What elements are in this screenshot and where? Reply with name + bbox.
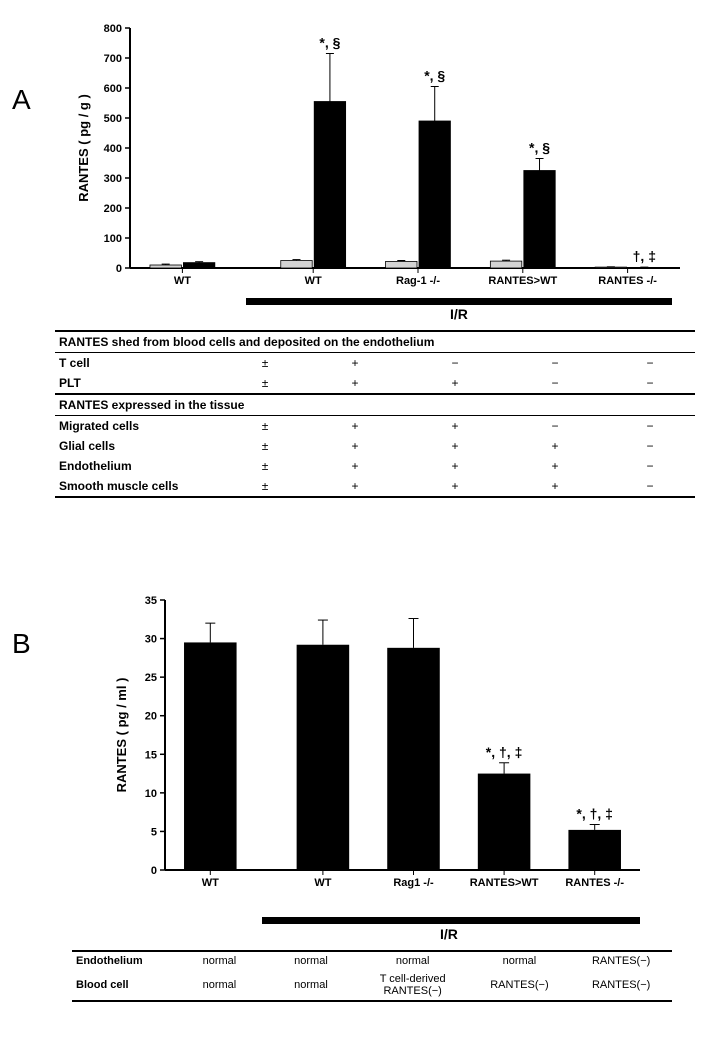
bar [387, 648, 440, 870]
ir-bar-b [262, 917, 640, 924]
bar-right [281, 261, 312, 269]
svg-text:0: 0 [151, 865, 157, 877]
panel-a-label: A [12, 84, 31, 116]
svg-text:0: 0 [116, 263, 122, 275]
svg-text:400: 400 [104, 143, 122, 155]
bar-left [419, 121, 450, 268]
table-a-row-label: Endothelium [55, 456, 225, 476]
chart-b: 0 5 10 15 20 25 30 35 RANTES ( pg / ml ) WT WT Rag1… [110, 580, 650, 910]
ir-bar-a [246, 298, 672, 305]
svg-text:35: 35 [145, 595, 157, 607]
svg-text:800: 800 [104, 23, 122, 35]
svg-text:30: 30 [145, 634, 157, 646]
bar [297, 645, 350, 870]
category-label: WT [305, 275, 322, 287]
sig-annotation: †, ‡ [633, 248, 656, 264]
category-label: Rag-1 -/- [396, 275, 440, 287]
sig-annotation: *, § [319, 35, 340, 51]
ir-label-b: I/R [440, 926, 458, 942]
svg-text:10: 10 [145, 788, 157, 800]
bar-left [183, 263, 214, 268]
table-b-row-label: Endothelium [72, 951, 174, 970]
svg-text:RANTES ( pg / ml ): RANTES ( pg / ml ) [114, 678, 129, 793]
category-label: WT [174, 275, 191, 287]
bar [478, 774, 531, 870]
category-label: RANTES -/- [565, 877, 624, 889]
category-label: RANTES -/- [598, 275, 657, 287]
sig-annotation: *, § [529, 140, 550, 156]
category-label: RANTES>WT [470, 877, 539, 889]
category-label: WT [314, 877, 331, 889]
bar [568, 830, 621, 870]
category-label: WT [202, 877, 219, 889]
category-label: RANTES>WT [488, 275, 557, 287]
bar-left [314, 102, 345, 269]
table-a-row-label: PLT [55, 373, 225, 394]
svg-text:RANTES ( pg / g ): RANTES ( pg / g ) [76, 94, 91, 202]
svg-text:5: 5 [151, 826, 157, 838]
table-a-row-label: Migrated cells [55, 416, 225, 437]
table-b: EndotheliumnormalnormalnormalnormalRANTE… [72, 950, 672, 1002]
bar-right [386, 261, 417, 268]
bar-left [524, 171, 555, 269]
table-a-row-label: T cell [55, 353, 225, 374]
bar-right [490, 261, 521, 268]
ir-label-a: I/R [450, 306, 468, 322]
table-a-section2-head: RANTES expressed in the tissue [55, 394, 695, 416]
svg-text:20: 20 [145, 711, 157, 723]
chart-a: 0 100 200 300 400 500 600 700 800 RANTES ( pg / g… [70, 8, 690, 308]
table-a-row-label: Glial cells [55, 436, 225, 456]
table-a: RANTES shed from blood cells and deposit… [55, 330, 695, 498]
table-b-row-label: Blood cell [72, 970, 174, 1001]
sig-annotation: *, †, ‡ [486, 744, 523, 760]
svg-text:500: 500 [104, 113, 122, 125]
sig-annotation: *, § [424, 68, 445, 84]
panel-b-label: B [12, 628, 31, 660]
svg-text:15: 15 [145, 749, 157, 761]
svg-text:200: 200 [104, 203, 122, 215]
svg-text:700: 700 [104, 53, 122, 65]
svg-text:600: 600 [104, 83, 122, 95]
table-a-row-label: Smooth muscle cells [55, 476, 225, 497]
category-label: Rag1 -/- [393, 877, 434, 889]
svg-text:100: 100 [104, 233, 122, 245]
table-a-section1-head: RANTES shed from blood cells and deposit… [55, 331, 695, 353]
sig-annotation: *, †, ‡ [576, 805, 613, 821]
svg-text:300: 300 [104, 173, 122, 185]
svg-text:25: 25 [145, 672, 157, 684]
bar [184, 642, 237, 870]
bar-right [150, 265, 181, 268]
